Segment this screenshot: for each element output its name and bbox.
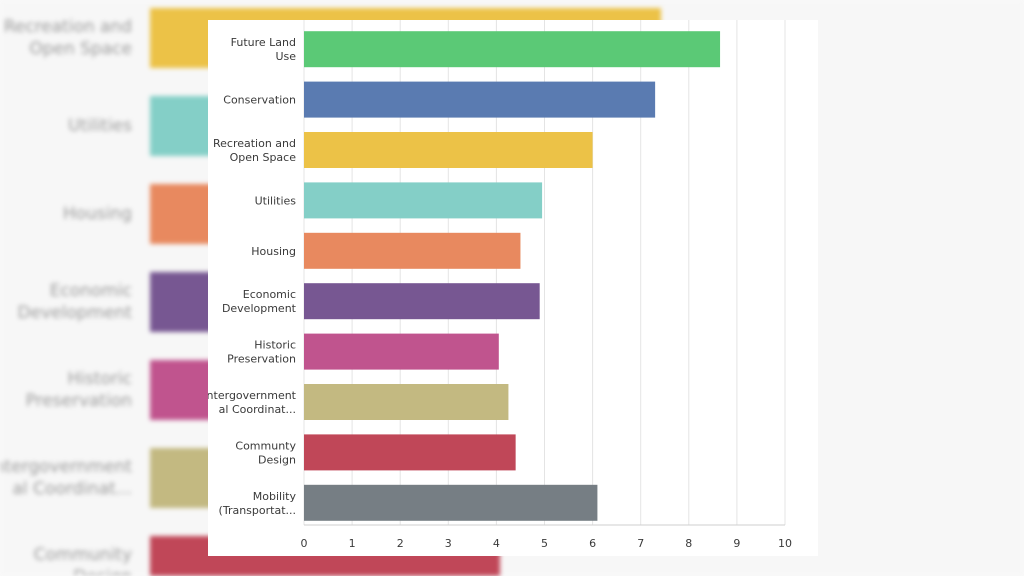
category-label: Historic Preservation [227,339,296,366]
category-label: Communty Design [235,439,296,466]
x-tick-label: 6 [589,537,596,550]
background-label: Utilities [68,116,132,136]
category-label: Future Land Use [231,36,297,63]
category-label: Conservation [223,94,296,107]
bar[interactable] [304,81,656,118]
x-tick-label: 8 [685,537,692,550]
category-label: Mobility (Transportat... [219,490,297,517]
bar[interactable] [304,182,543,219]
bar[interactable] [304,132,593,168]
x-tick-label: 10 [778,537,792,550]
bar[interactable] [304,484,598,521]
bar[interactable] [304,434,516,471]
bar[interactable] [304,232,521,269]
background-label: Historic Preservation [25,369,132,411]
category-label: Economic Development [222,288,297,315]
category-label: Utilities [255,194,297,207]
x-tick-label: 1 [349,537,356,550]
x-tick-label: 5 [541,537,548,550]
bar[interactable] [304,283,540,320]
category-label: Recreation and Open Space [213,137,296,164]
background-label: Intergovernment al Coordinat... [0,457,132,499]
bar[interactable] [304,384,509,420]
x-tick-label: 9 [733,537,740,550]
background-label: Recreation and Open Space [3,17,132,59]
category-label: Intergovernment al Coordinat... [208,389,297,416]
x-tick-label: 0 [301,537,308,550]
x-tick-label: 7 [637,537,644,550]
bar-chart: Future Land Use Conservation Recreation and… [208,20,792,550]
background-label: Housing [62,204,132,224]
x-tick-label: 2 [397,537,404,550]
x-tick-label: 4 [493,537,500,550]
bar[interactable] [304,31,721,68]
x-tick-label: 3 [445,537,452,550]
category-label: Housing [251,245,296,258]
bar[interactable] [304,333,499,370]
background-label: Economic Development [17,281,132,323]
background-label: Community Design [33,545,132,576]
chart-card: Future Land Use Conservation Recreation and… [208,20,818,556]
